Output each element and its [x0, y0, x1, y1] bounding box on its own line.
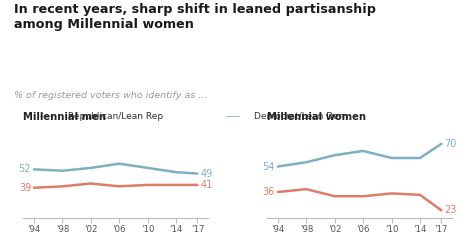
Text: 52: 52 [19, 164, 31, 174]
Text: 41: 41 [200, 180, 212, 190]
Text: Republican/Lean Rep: Republican/Lean Rep [68, 112, 163, 121]
Text: 70: 70 [444, 139, 457, 149]
Text: ——: —— [40, 111, 53, 121]
Text: Millennial women: Millennial women [267, 112, 366, 122]
Text: ——: —— [226, 111, 240, 121]
Text: Millennial men: Millennial men [23, 112, 106, 122]
Text: 54: 54 [263, 162, 275, 172]
Text: 49: 49 [200, 168, 212, 178]
Text: % of registered voters who identify as ...: % of registered voters who identify as .… [14, 91, 207, 100]
Text: In recent years, sharp shift in leaned partisanship
among Millennial women: In recent years, sharp shift in leaned p… [14, 2, 376, 31]
Text: 23: 23 [444, 206, 457, 216]
Text: 39: 39 [19, 183, 31, 193]
Text: 36: 36 [263, 187, 275, 197]
Text: Democrat/Lean Dem: Democrat/Lean Dem [254, 112, 348, 121]
